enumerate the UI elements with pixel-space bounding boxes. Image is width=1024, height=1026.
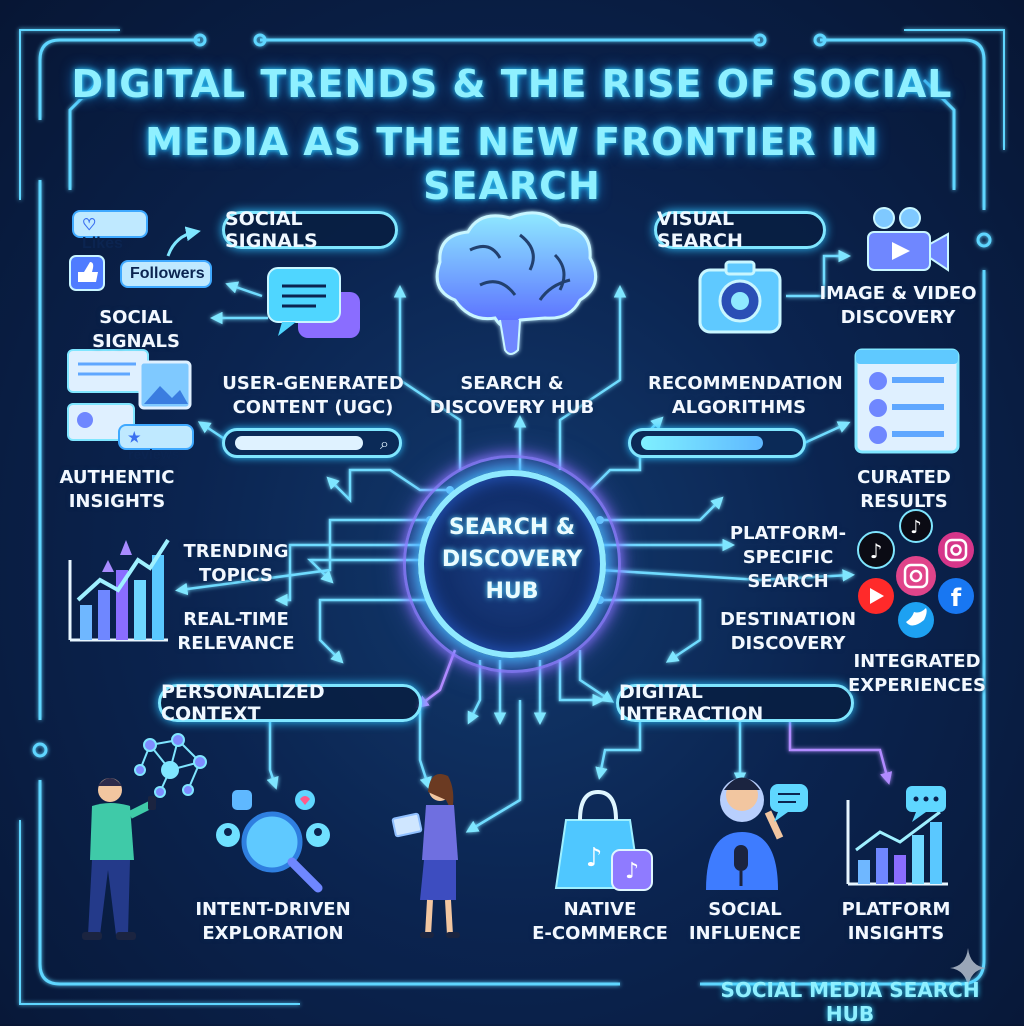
label-authentic-insights: AUTHENTIC INSIGHTS <box>59 467 175 512</box>
progress-bar-fill <box>641 436 763 450</box>
pill-social-signals: SOCIAL SIGNALS <box>222 208 398 252</box>
share-arrow-icon <box>166 226 201 257</box>
insights-chart-icon <box>846 786 948 886</box>
search-icon: ⌕ <box>380 434 389 453</box>
footer-label: SOCIAL MEDIA SEARCH HUB <box>720 978 980 1026</box>
social-logos: ♪ ♪ f <box>857 509 974 638</box>
tiktok-icon: ♪ <box>899 509 933 543</box>
label-intent-driven: INTENT-DRIVEN EXPLORATION <box>195 899 351 944</box>
svg-text:♪: ♪ <box>586 843 603 873</box>
label-brain-hub: SEARCH & DISCOVERY HUB <box>429 373 595 418</box>
label-destination-discovery: DESTINATION DISCOVERY <box>719 609 857 654</box>
twitter-icon <box>898 602 934 638</box>
trend-chart-icon <box>68 538 170 642</box>
progress-bar <box>628 428 806 458</box>
heart-icon: ♡ <box>82 217 97 234</box>
search-bar-fill <box>235 436 363 450</box>
label-ugc: USER-GENERATED CONTENT (UGC) <box>222 373 404 418</box>
label-trending-topics: TRENDING TOPICS <box>183 541 289 586</box>
page-title-line1: DIGITAL TRENDS & THE RISE OF SOCIAL <box>71 62 953 106</box>
label-curated-results: CURATED RESULTS <box>857 467 951 512</box>
star-icon: ★ <box>128 429 141 445</box>
instagram-icon <box>896 556 936 596</box>
label-native-ecommerce: NATIVE E-COMMERCE <box>532 899 668 944</box>
label-social-influence: SOCIAL INFLUENCE <box>688 899 802 944</box>
influencer-icon <box>706 777 808 890</box>
reviews-icon <box>67 349 192 441</box>
label-platform-insights: PLATFORM INSIGHTS <box>841 899 951 944</box>
search-bar[interactable]: ⌕ <box>222 428 402 458</box>
label-image-video: IMAGE & VIDEO DISCOVERY <box>819 283 977 328</box>
person-icon <box>82 778 156 940</box>
label-real-time: REAL-TIME RELEVANCE <box>177 609 295 654</box>
svg-text:♪: ♪ <box>625 859 639 884</box>
pill-personalized-context: PERSONALIZED CONTEXT <box>158 681 422 725</box>
thumbs-up-icon <box>69 255 105 291</box>
tiktok-icon: ♪ <box>857 531 895 569</box>
pill-digital-interaction: DIGITAL INTERACTION <box>616 681 854 725</box>
facebook-icon: f <box>938 578 974 614</box>
instagram-icon <box>938 532 974 568</box>
label-platform-specific: PLATFORM- SPECIFIC SEARCH <box>729 523 847 592</box>
label-social-signals: SOCIAL SIGNALS <box>92 307 180 352</box>
chat-bubbles-icon <box>267 267 360 338</box>
hub-circle <box>418 470 606 658</box>
shopping-bag-icon: ♪ ♪ <box>554 789 653 891</box>
magnifier-icon <box>216 790 330 893</box>
results-list-icon <box>854 348 960 454</box>
woman-tablet-icon <box>391 774 460 938</box>
sparkle-icon <box>950 948 986 988</box>
svg-text:♪: ♪ <box>910 517 922 538</box>
hub-center-text: SEARCH & DISCOVERY HUB <box>441 515 583 604</box>
network-icon <box>134 733 207 798</box>
label-integrated-experiences: INTEGRATED EXPERIENCES <box>847 651 987 696</box>
youtube-icon <box>858 578 894 614</box>
svg-text:♪: ♪ <box>870 539 883 563</box>
label-recommendation: RECOMMENDATION ALGORITHMS <box>648 373 843 418</box>
page-title-line2: MEDIA AS THE NEW FRONTIER IN SEARCH <box>145 120 879 208</box>
brain-icon <box>435 211 598 355</box>
likes-chip: ♡ Likes <box>72 210 148 252</box>
followers-chip: Followers <box>120 260 212 288</box>
pill-visual-search: VISUAL SEARCH <box>654 208 826 252</box>
svg-text:f: f <box>951 584 962 612</box>
reviews-chip: ★ reviews <box>118 424 194 462</box>
hub-outer-ring <box>403 455 621 673</box>
camera-icon <box>698 260 782 334</box>
video-camera-icon <box>867 207 949 272</box>
